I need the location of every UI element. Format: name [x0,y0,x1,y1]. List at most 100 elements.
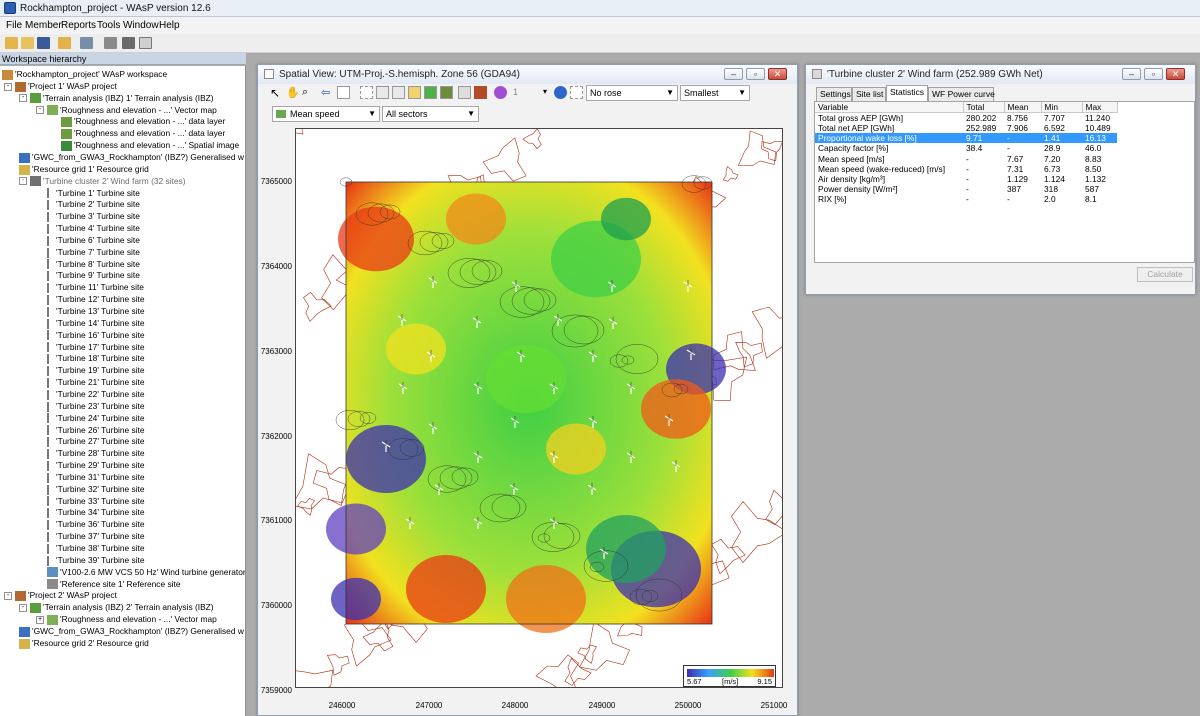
select-area-icon[interactable] [360,86,373,99]
close-button[interactable]: ✕ [768,68,787,80]
tree-node[interactable]: 'GWC_from_GWA3_Rockhampton' (IBZ?) Gener… [19,152,244,164]
layer-a-icon[interactable] [376,86,389,99]
tree-node[interactable]: 'Turbine 7' Turbine site [47,247,140,259]
tree-node[interactable]: 'Reference site 1' Reference site [47,579,181,591]
size-select[interactable]: Smallest ▼ [680,85,750,101]
menu-tools[interactable]: Tools [97,20,121,31]
maximize-button[interactable]: ▫ [746,68,765,80]
tree-node[interactable]: 'Turbine 34' Turbine site [47,507,145,519]
zoom-icon[interactable]: ⌕ [302,86,309,98]
turbine-marker-icon[interactable] [473,517,483,529]
turbine-marker-icon[interactable] [553,314,563,326]
table-row[interactable]: Air density [kg/m³] - 1.129 1.124 1.132 [815,174,1117,184]
turbine-marker-icon[interactable] [686,348,696,360]
tree-node[interactable]: 'GWC_from_GWA3_Rockhampton' (IBZ?) Gener… [19,626,244,638]
rose-select[interactable]: No rose ▼ [586,85,678,101]
column-header[interactable]: Min [1041,102,1083,113]
menu-file[interactable]: File [6,20,23,31]
tree-node[interactable]: - 'Turbine cluster 2' Wind farm (32 sites… [19,176,186,188]
window-icon[interactable] [139,37,152,49]
tree-expander[interactable]: - [19,604,27,613]
tree-node[interactable]: 'Turbine 4' Turbine site [47,223,140,235]
tree-node[interactable]: 'Turbine 27' Turbine site [47,436,145,448]
table-row[interactable]: Total net AEP [GWh] 252.989 7.906 6.592 10.4… [815,123,1117,133]
turbine-marker-icon[interactable] [426,350,436,362]
tree-node[interactable]: 'Turbine 29' Turbine site [47,460,145,472]
turbine-marker-icon[interactable] [588,416,598,428]
menu-reports[interactable]: Reports [61,20,97,31]
turbine-marker-icon[interactable] [472,316,482,328]
tree-node[interactable]: 'Turbine 21' Turbine site [47,377,145,389]
move-icon[interactable] [104,37,117,49]
tree-expander[interactable]: - [19,94,27,103]
layer-c-icon[interactable] [408,86,421,99]
tree-node[interactable]: 'Turbine 26' Turbine site [47,425,145,437]
tree-node[interactable]: 'Turbine 23' Turbine site [47,401,145,413]
tab-settings[interactable]: Settings [816,87,852,101]
tree-node[interactable]: 'Turbine 37' Turbine site [47,531,145,543]
turbine-marker-icon[interactable] [626,382,636,394]
layer-b-icon[interactable] [392,86,405,99]
tree-node[interactable]: 'Turbine 38' Turbine site [47,543,145,555]
tree-node[interactable]: + 'Roughness and elevation - ...' Vector … [36,614,217,626]
turbine-marker-icon[interactable] [397,314,407,326]
turbine-marker-icon[interactable] [549,451,559,463]
tree-node[interactable]: - 'Terrain analysis (IBZ) 1' Terrain anal… [19,93,214,105]
turbine-marker-icon[interactable] [511,280,521,292]
close-button[interactable]: ✕ [1166,68,1185,80]
tree-node[interactable]: 'Turbine 16' Turbine site [47,330,145,342]
tree-node[interactable]: 'Turbine 36' Turbine site [47,519,145,531]
turbine-marker-icon[interactable] [473,382,483,394]
table-row[interactable]: Mean speed (wake-reduced) [m/s] - 7.31 6.73… [815,164,1117,174]
zoom-extent-icon[interactable] [337,86,350,99]
tree-node[interactable]: 'Turbine 33' Turbine site [47,496,145,508]
tree-node[interactable]: 'Turbine 28' Turbine site [47,448,145,460]
tree-node[interactable]: 'Turbine 9' Turbine site [47,270,140,282]
maximize-button[interactable]: ▫ [1144,68,1163,80]
tree-node[interactable]: 'Turbine 8' Turbine site [47,259,140,271]
pointer-icon[interactable]: ↖ [270,86,281,100]
tree-node[interactable]: 'Roughness and elevation - ...' data lay… [61,116,225,128]
tree-node[interactable]: 'Resource grid 1' Resource grid [19,164,149,176]
page-stepper[interactable]: 1 ▾ [513,87,547,97]
tree-node[interactable]: - 'Project 1' WAsP project [4,81,117,93]
turbine-marker-icon[interactable] [608,317,618,329]
tree-node[interactable]: 'Turbine 19' Turbine site [47,365,145,377]
tree-node[interactable]: - 'Terrain analysis (IBZ) 2' Terrain anal… [19,602,214,614]
globe-tool-icon[interactable] [554,86,567,99]
table-row[interactable]: Total gross AEP [GWh] 280.202 8.756 7.707 11… [815,113,1117,124]
turbine-marker-icon[interactable] [405,517,415,529]
turbine-marker-icon[interactable] [683,280,693,292]
tree-node[interactable]: 'Turbine 14' Turbine site [47,318,145,330]
column-header[interactable]: Mean [1004,102,1042,113]
tree-node[interactable]: 'Turbine 6' Turbine site [47,235,140,247]
tree-node[interactable]: 'Turbine 1' Turbine site [47,188,140,200]
tree-expander[interactable]: - [4,592,12,601]
layer-select[interactable]: Mean speed ▼ [272,106,380,122]
tree-node[interactable]: 'Turbine 18' Turbine site [47,353,145,365]
tree-node[interactable]: 'Rockhampton_project' WAsP workspace [2,69,167,81]
turbine-marker-icon[interactable] [516,350,526,362]
menu-member[interactable]: Member [25,20,62,31]
tree-node[interactable]: 'Turbine 31' Turbine site [47,472,145,484]
turbine-marker-icon[interactable] [381,440,391,452]
table-row[interactable]: Capacity factor [%] 38.4 - 28.9 46.0 [815,143,1117,153]
tree-node[interactable]: 'Roughness and elevation - ...' Spatial … [61,140,239,152]
menu-help[interactable]: Help [159,20,180,31]
column-header[interactable]: Max [1082,102,1118,113]
turbine-tool-icon[interactable] [458,86,471,99]
layer-e-icon[interactable] [440,86,453,99]
menu-window[interactable]: Window [123,20,159,31]
tab-statistics[interactable]: Statistics [886,85,928,101]
tree-node[interactable]: 'Turbine 17' Turbine site [47,342,145,354]
open-icon[interactable] [21,37,34,49]
turbine-marker-icon[interactable] [428,276,438,288]
tree-node[interactable]: 'Turbine 3' Turbine site [47,211,140,223]
turbine-marker-icon[interactable] [434,483,444,495]
turbine-marker-icon[interactable] [588,350,598,362]
tree-node[interactable]: - 'Roughness and elevation - ...' Vector … [36,105,217,117]
turbine-marker-icon[interactable] [664,414,674,426]
tree-node[interactable]: 'V100-2.6 MW VCS 50 Hz' Wind turbine gen… [47,567,245,579]
back-icon[interactable]: ⇦ [321,87,331,99]
layer-d-icon[interactable] [424,86,437,99]
